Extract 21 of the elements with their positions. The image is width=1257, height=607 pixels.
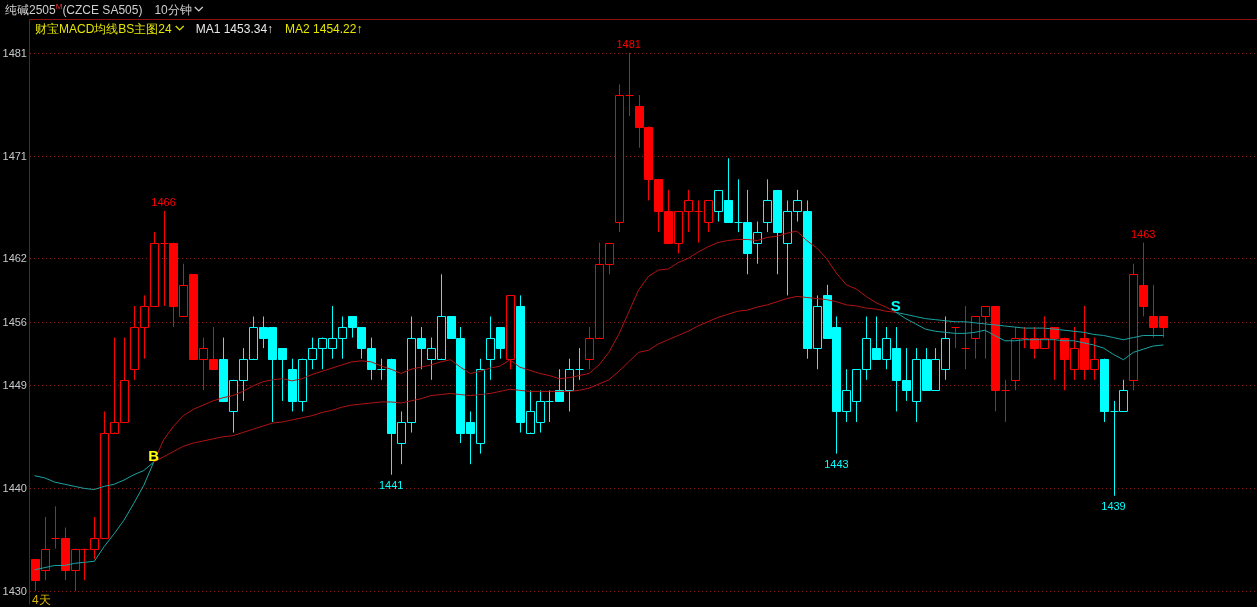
y-tick-label: 1481 [2,46,27,59]
annotation: 1466 [151,196,176,208]
chart-subtitle: 10分钟 [154,3,192,17]
y-tick-label: 1462 [2,252,27,265]
annotation: 1463 [1130,227,1156,240]
annotation: 1439 [1101,499,1126,512]
y-tick-label: 1440 [2,481,27,494]
y-tick-label: 1430 [2,584,27,597]
y-tick-label: 1456 [2,315,27,328]
y-tick-label: 1471 [2,149,27,162]
y-tick-label: 1449 [2,379,27,392]
annotation: 财宝MACD均线BS主图24 [35,22,173,36]
annotation: S [890,297,901,315]
annotation: 1481 [616,37,641,50]
annotation: 1443 [824,457,849,470]
annotation: 1441 [378,478,404,491]
x-axis-title: 4天 [32,593,51,607]
annotation: B [148,447,160,465]
annotation: MA1 1453.34↑ [195,22,274,36]
chart-title: 纯碱2505$^{M}$(CZCE SA505) [5,2,143,17]
annotation: MA2 1454.22↑ [285,22,363,36]
